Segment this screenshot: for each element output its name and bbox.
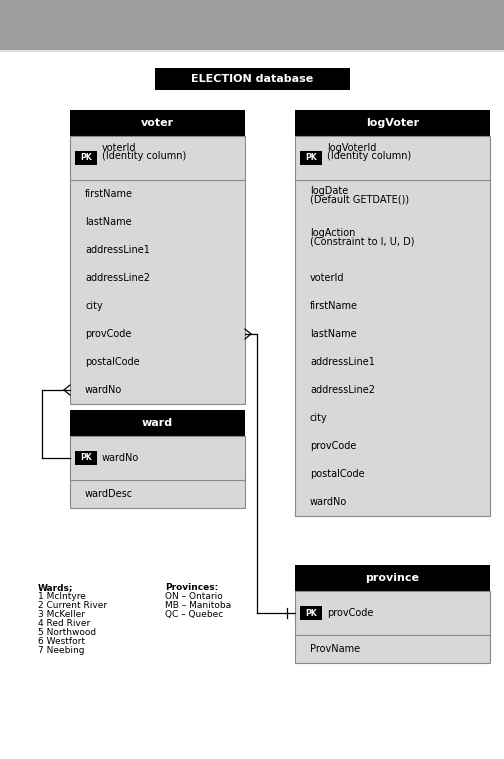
Text: Provinces:: Provinces: bbox=[165, 583, 218, 592]
Bar bbox=[295, 488, 490, 516]
Text: 4 Red River: 4 Red River bbox=[38, 619, 90, 628]
Text: addressLine2: addressLine2 bbox=[310, 385, 375, 395]
Bar bbox=[295, 376, 490, 404]
Text: ELECTION database: ELECTION database bbox=[192, 74, 313, 84]
Text: lastName: lastName bbox=[85, 217, 132, 227]
Text: voterId: voterId bbox=[102, 143, 137, 153]
Text: postalCode: postalCode bbox=[310, 469, 364, 479]
Text: (Default GETDATE()): (Default GETDATE()) bbox=[310, 195, 409, 205]
Bar bbox=[295, 348, 490, 376]
Text: ProvName: ProvName bbox=[310, 644, 360, 654]
Text: 1 McIntyre: 1 McIntyre bbox=[38, 592, 86, 601]
Text: PK: PK bbox=[80, 153, 92, 162]
Bar bbox=[70, 136, 245, 180]
Text: wardNo: wardNo bbox=[85, 385, 122, 395]
Text: addressLine2: addressLine2 bbox=[85, 273, 150, 283]
Text: city: city bbox=[310, 413, 328, 423]
Text: (Constraint to I, U, D): (Constraint to I, U, D) bbox=[310, 237, 414, 247]
Text: city: city bbox=[85, 301, 103, 311]
Bar bbox=[70, 320, 245, 348]
Bar bbox=[155, 68, 350, 90]
Text: PK: PK bbox=[305, 609, 317, 618]
Text: provCode: provCode bbox=[310, 441, 356, 451]
Bar bbox=[295, 110, 490, 136]
Text: (Identity column): (Identity column) bbox=[327, 151, 411, 161]
Text: wardNo: wardNo bbox=[310, 497, 347, 507]
Bar bbox=[295, 404, 490, 432]
Bar bbox=[0, 50, 504, 52]
Text: PK: PK bbox=[305, 153, 317, 162]
Bar bbox=[295, 432, 490, 460]
Bar bbox=[300, 606, 322, 620]
Bar bbox=[0, 0, 504, 50]
Bar bbox=[70, 264, 245, 292]
Bar bbox=[70, 180, 245, 208]
Bar bbox=[70, 348, 245, 376]
Text: MB – Manitoba: MB – Manitoba bbox=[165, 601, 231, 610]
Text: logDate: logDate bbox=[310, 186, 348, 196]
Bar bbox=[70, 436, 245, 508]
Text: logAction: logAction bbox=[310, 228, 355, 238]
Text: ward: ward bbox=[142, 418, 173, 428]
Bar bbox=[295, 635, 490, 663]
Text: 2 Current River: 2 Current River bbox=[38, 601, 107, 610]
Text: (Identity column): (Identity column) bbox=[102, 151, 186, 161]
Bar bbox=[295, 292, 490, 320]
Bar bbox=[295, 264, 490, 292]
Bar bbox=[295, 591, 490, 663]
Bar bbox=[70, 376, 245, 404]
Text: ON – Ontario: ON – Ontario bbox=[165, 592, 223, 601]
Bar bbox=[70, 292, 245, 320]
Bar bbox=[295, 136, 490, 516]
Text: 5 Northwood: 5 Northwood bbox=[38, 628, 96, 637]
Bar bbox=[295, 180, 490, 222]
Text: 6 Westfort: 6 Westfort bbox=[38, 637, 85, 646]
Bar bbox=[70, 410, 245, 436]
Bar bbox=[295, 136, 490, 180]
Bar bbox=[70, 436, 245, 480]
Bar bbox=[295, 222, 490, 264]
Bar bbox=[70, 236, 245, 264]
Text: addressLine1: addressLine1 bbox=[85, 245, 150, 255]
Text: wardNo: wardNo bbox=[102, 453, 139, 463]
Text: QC – Quebec: QC – Quebec bbox=[165, 610, 223, 619]
Bar bbox=[295, 460, 490, 488]
Bar bbox=[300, 151, 322, 165]
Text: lastName: lastName bbox=[310, 329, 357, 339]
Text: addressLine1: addressLine1 bbox=[310, 357, 375, 367]
Text: 3 McKeller: 3 McKeller bbox=[38, 610, 85, 619]
Bar bbox=[295, 591, 490, 635]
Text: PK: PK bbox=[80, 453, 92, 462]
Text: provCode: provCode bbox=[327, 608, 373, 618]
Bar bbox=[295, 320, 490, 348]
Bar bbox=[70, 480, 245, 508]
Text: voter: voter bbox=[141, 118, 174, 128]
Text: Wards;: Wards; bbox=[38, 583, 74, 592]
Bar bbox=[70, 136, 245, 404]
Text: logVoter: logVoter bbox=[366, 118, 419, 128]
Bar bbox=[75, 151, 97, 165]
Text: postalCode: postalCode bbox=[85, 357, 140, 367]
Bar bbox=[295, 565, 490, 591]
Bar bbox=[75, 451, 97, 465]
Text: 7 Neebing: 7 Neebing bbox=[38, 646, 85, 655]
Text: province: province bbox=[365, 573, 419, 583]
Text: provCode: provCode bbox=[85, 329, 132, 339]
Text: firstName: firstName bbox=[85, 189, 133, 199]
Bar bbox=[70, 208, 245, 236]
Text: logVoterId: logVoterId bbox=[327, 143, 376, 153]
Bar bbox=[70, 110, 245, 136]
Text: wardDesc: wardDesc bbox=[85, 489, 133, 499]
Text: voterId: voterId bbox=[310, 273, 345, 283]
Text: firstName: firstName bbox=[310, 301, 358, 311]
